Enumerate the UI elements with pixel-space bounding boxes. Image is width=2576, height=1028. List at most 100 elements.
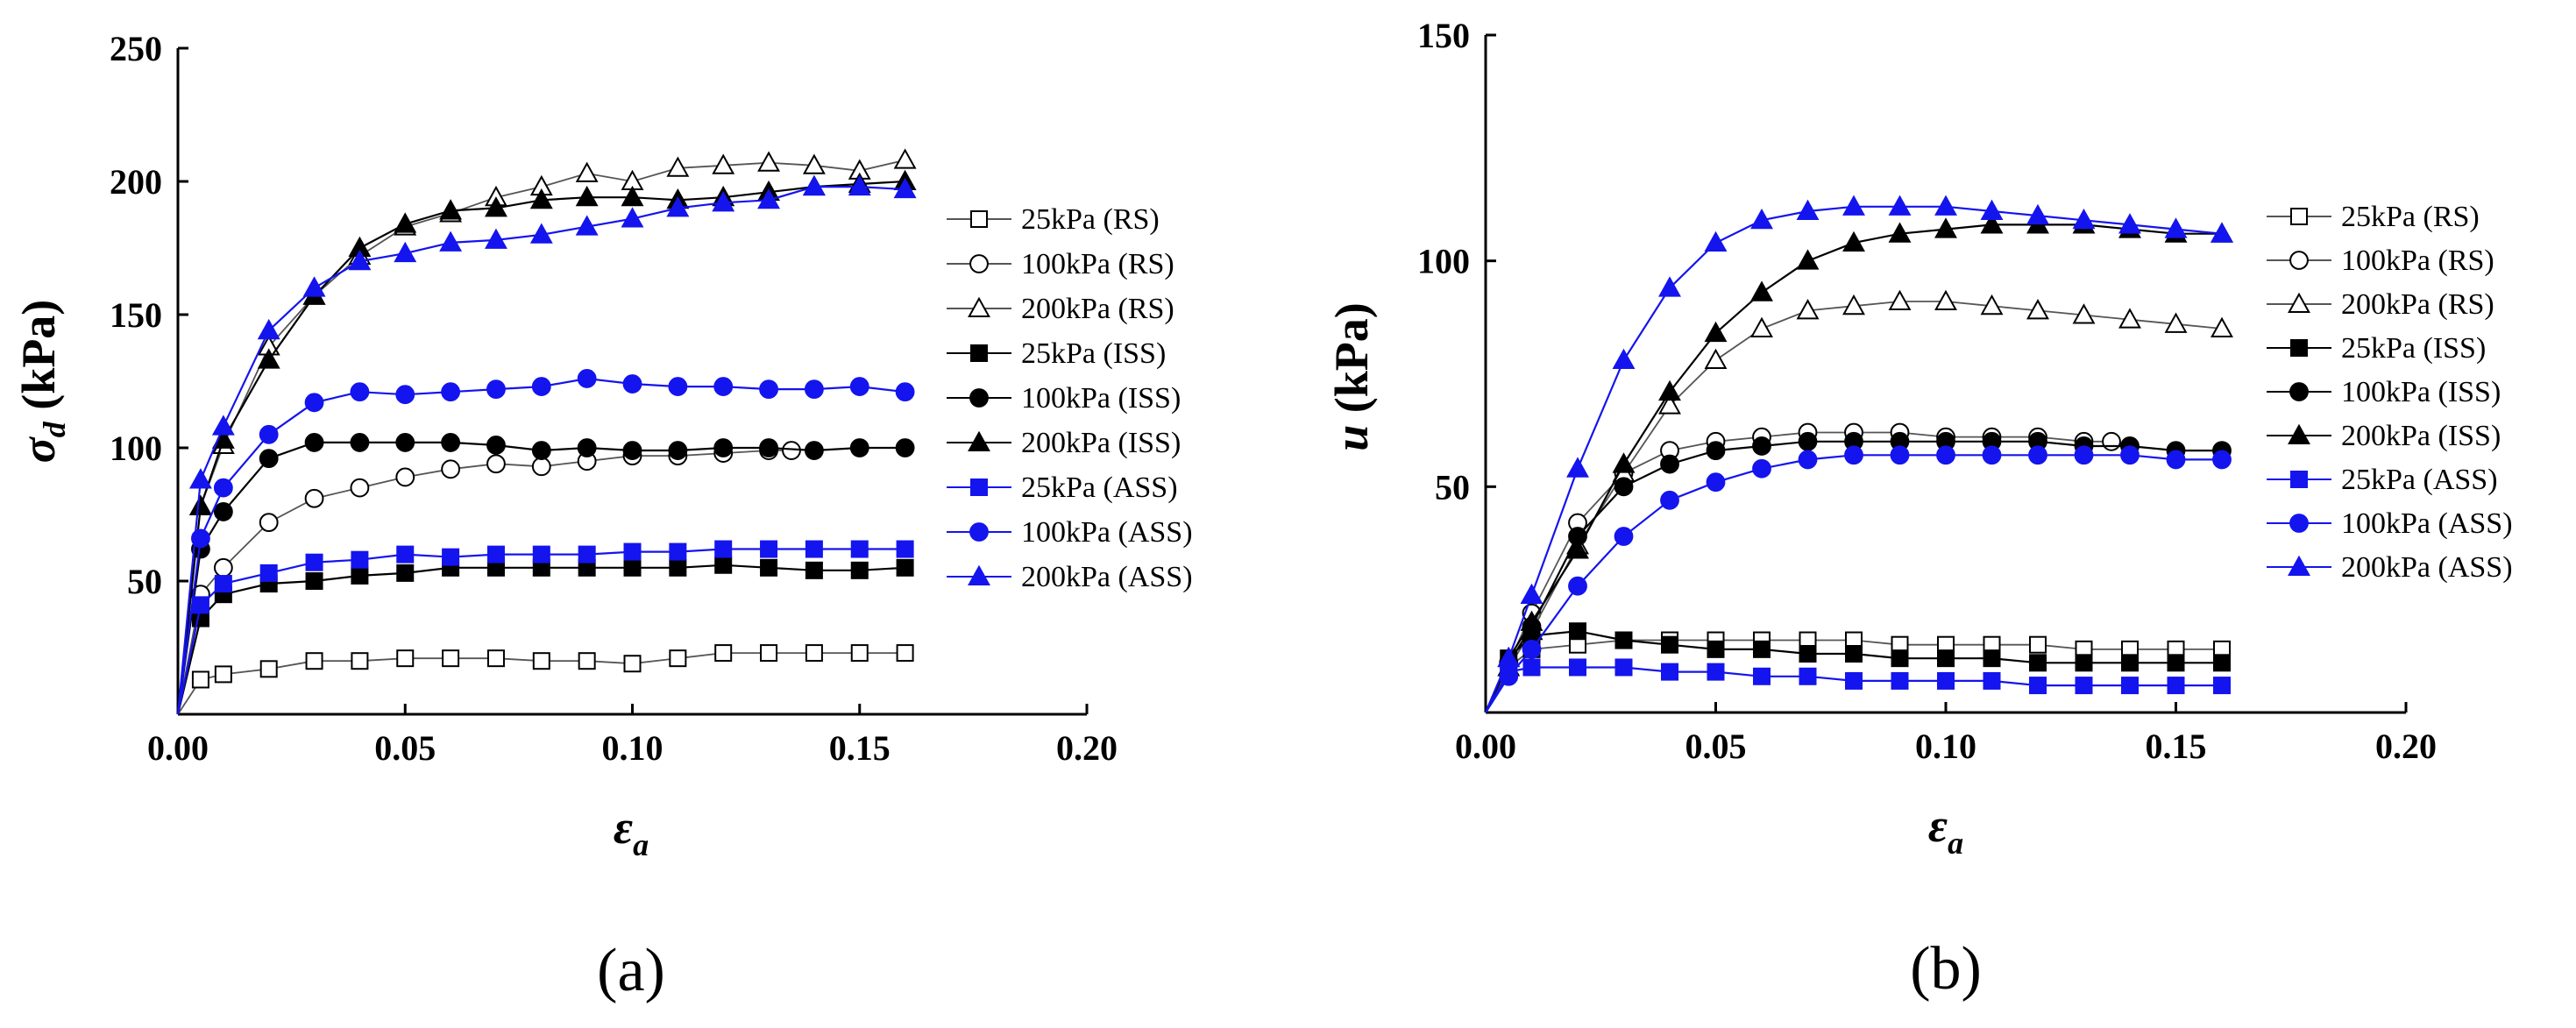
chart-b-data-point: [2164, 217, 2188, 238]
chart-a-data-point: [304, 433, 324, 452]
chart-a-data-point: [896, 558, 914, 577]
chart-b-legend-marker: [2289, 514, 2309, 533]
chart-b-data-point: [1845, 671, 1863, 690]
chart-a-data-point: [350, 382, 370, 402]
chart-b-data-point: [2121, 677, 2139, 695]
chart-a-data-point: [760, 540, 778, 558]
chart-a-legend-label: 200kPa (ASS): [1021, 561, 1193, 593]
chart-a-data-point: [350, 433, 370, 452]
chart-a-data-point: [760, 644, 778, 663]
chart-b-data-point: [1888, 289, 1912, 311]
chart-b-data-point: [2075, 677, 2093, 695]
chart-b-series-line: [1485, 301, 2223, 713]
chart-a-series-line: [176, 186, 905, 715]
chart-a-data-point: [302, 276, 326, 297]
chart-a-data-point: [529, 188, 553, 209]
chart-a-data-point: [849, 438, 869, 457]
chart-a-data-point: [713, 438, 734, 457]
chart-b-data-point: [1845, 645, 1863, 663]
chart-b-y-axis-label: u (kPa): [1325, 302, 1378, 451]
chart-a-data-point: [486, 436, 506, 455]
chart-b-legend-label: 100kPa (ASS): [2341, 507, 2513, 540]
chart-a-data-point: [893, 148, 917, 169]
chart-a-data-point: [188, 468, 212, 489]
chart-a-data-point: [486, 545, 505, 564]
chart-b-data-point: [1796, 299, 1820, 320]
chart-b-data-point: [2211, 316, 2233, 337]
chart-a-data-point: [395, 385, 415, 405]
y-axis-symbol: σ: [12, 436, 65, 463]
chart-b-data-point: [2102, 431, 2121, 451]
chart-b-data-point: [1497, 646, 1521, 668]
chart-a-series-7: [176, 369, 915, 715]
y-axis-subscript: d: [37, 421, 72, 437]
chart-a-data-point: [214, 665, 232, 684]
chart-b-data-point: [2166, 450, 2186, 470]
chart-a-data-point: [442, 649, 460, 668]
chart-a-data-point: [305, 553, 323, 571]
chart-a-y-tick-label: 50: [127, 562, 162, 601]
chart-a-data-point: [351, 566, 369, 585]
chart-b-data-point: [2029, 635, 2047, 654]
chart-a-data-point: [669, 542, 687, 561]
chart-b-data-point: [2167, 677, 2185, 695]
chart-a-y-tick-label: 100: [110, 429, 162, 468]
chart-b-data-point: [2121, 654, 2139, 672]
chart-a-data-point: [304, 488, 324, 508]
chart-a-data-point: [213, 478, 233, 498]
chart-b-data-point: [2074, 445, 2094, 465]
chart-a-data-point: [805, 644, 823, 663]
chart-b-series-line: [1485, 431, 2111, 713]
chart-b-data-point: [2026, 299, 2049, 320]
chart-a-data-point: [214, 575, 232, 593]
chart-b-x-axis-label: εa: [1928, 799, 1963, 861]
chart-b-legend-label: 100kPa (RS): [2341, 245, 2494, 277]
chart-b-legend-label: 25kPa (RS): [2341, 201, 2480, 233]
chart-b-data-point: [1842, 230, 1865, 252]
chart-b-data-point: [2120, 445, 2140, 465]
chart-b-data-point: [1842, 294, 1865, 315]
chart-b-series-3: [1484, 622, 2231, 713]
chart-a-data-point: [351, 652, 369, 670]
chart-a-series-4: [176, 433, 915, 715]
chart-a-data-point: [850, 644, 869, 663]
chart-a-data-point: [713, 377, 734, 396]
chart-a-series-line: [177, 450, 791, 715]
chart-a-series-8: [176, 174, 917, 715]
chart-a-data-point: [213, 502, 233, 521]
chart-a-data-point: [668, 377, 688, 396]
chart-a-data-point: [485, 196, 507, 217]
chart-a-data-point: [486, 379, 506, 400]
chart-a-legend-label: 200kPa (ISS): [1021, 427, 1181, 459]
chart-a-x-tick-label: 0.05: [374, 728, 436, 768]
chart-b-legend-marker: [2288, 292, 2310, 313]
chart-b-data-point: [1706, 441, 1726, 461]
chart-a-data-point: [259, 449, 279, 469]
chart-b-data-point: [1750, 280, 1773, 301]
chart-a-data-point: [622, 374, 642, 393]
chart-b-data-point: [1798, 450, 1818, 470]
chart-b-data-point: [1660, 454, 1679, 474]
chart-a-legend-label: 100kPa (RS): [1021, 248, 1174, 280]
chart-a-data-point: [623, 542, 642, 561]
chart-a-data-point: [529, 223, 553, 244]
chart-b-data-point: [1891, 649, 1909, 668]
chart-a-data-point: [305, 652, 323, 670]
chart-b-legend-label: 100kPa (ISS): [2341, 376, 2501, 408]
chart-a-data-point: [896, 540, 914, 558]
chart-a-data-point: [396, 545, 415, 564]
chart-b-data-point: [1704, 348, 1728, 370]
chart-a-data-point: [394, 241, 417, 263]
chart-b-data-point: [1750, 208, 1773, 230]
chart-b-data-point: [1888, 195, 1912, 216]
chart-a-data-point: [396, 649, 415, 668]
y-axis-unit: (kPa): [1325, 302, 1378, 424]
chart-a-data-point: [531, 377, 551, 396]
chart-a-data-point: [714, 540, 733, 558]
chart-b-data-point: [1522, 658, 1541, 677]
x-axis-symbol: ε: [1928, 799, 1948, 852]
chart-b-panel-label: (b): [1910, 935, 1982, 1003]
chart-a-data-point: [895, 438, 915, 457]
